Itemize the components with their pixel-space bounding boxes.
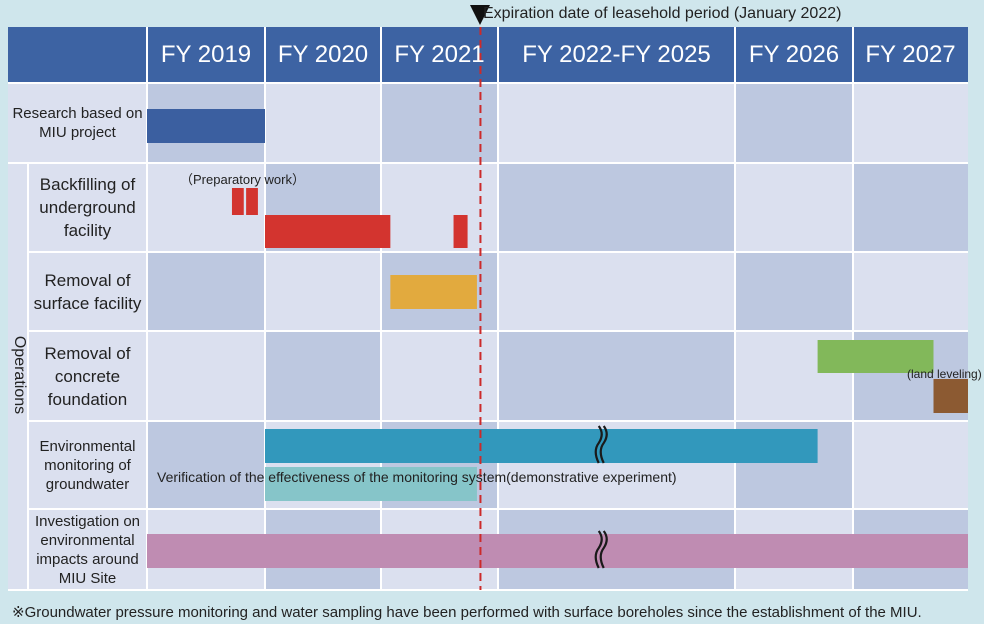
gantt-bar <box>265 467 477 501</box>
grid-cell <box>498 163 735 252</box>
gantt-bar <box>147 534 968 568</box>
group-strip <box>8 163 28 590</box>
grid-cell <box>147 163 265 252</box>
preparatory-work-note: （Preparatory work） <box>180 172 305 187</box>
period-label: FY 2022-FY 2025 <box>522 40 711 68</box>
grid-cell <box>381 163 498 252</box>
grid-cell <box>147 421 265 509</box>
period-label: FY 2026 <box>748 40 840 68</box>
grid-cell <box>147 331 265 421</box>
row-label: Backfilling of underground facility <box>39 175 136 240</box>
period-label: FY 2021 <box>394 40 485 68</box>
row-label: Investigation on environmental impacts a… <box>34 512 141 587</box>
grid-cell <box>265 83 381 163</box>
gantt-bar <box>817 340 934 373</box>
gantt-bar <box>453 215 468 248</box>
axis-break-mark <box>594 530 603 569</box>
grid-cell <box>265 252 381 331</box>
axis-break-mark <box>599 530 608 569</box>
grid-cell <box>853 163 968 252</box>
grid-cell <box>853 421 968 509</box>
group-label: Operations <box>11 335 28 415</box>
row-label: Research based on MIU project <box>12 105 143 141</box>
grid-cell <box>735 163 853 252</box>
gantt-bar <box>231 188 244 215</box>
gantt-bar <box>265 429 818 463</box>
grid-cell <box>381 83 498 163</box>
period-label: FY 2020 <box>277 40 369 68</box>
axis-break-mark <box>594 425 603 464</box>
gantt-bar <box>390 275 477 309</box>
grid-cell <box>147 252 265 331</box>
gantt-bar <box>933 379 968 413</box>
axis-break-mark <box>599 425 608 464</box>
gantt-bar <box>246 188 258 215</box>
land-leveling-note: (land leveling) <box>907 367 982 381</box>
marker-triangle-icon <box>470 5 491 25</box>
grid-cell <box>853 83 968 163</box>
period-label: FY 2027 <box>865 40 956 68</box>
footnote: ※Groundwater pressure monitoring and wat… <box>12 604 922 621</box>
grid-cell <box>381 331 498 421</box>
marker-label: Expiration date of leasehold period (Jan… <box>483 5 842 22</box>
period-label: FY 2019 <box>160 40 252 68</box>
row-label: Removal of surface facility <box>33 270 142 313</box>
grid-cell <box>498 83 735 163</box>
row-label: Environmental monitoring of groundwater <box>39 437 136 493</box>
row-label: Removal of concrete foundation <box>44 343 131 409</box>
grid-cell <box>735 83 853 163</box>
grid-cell <box>265 331 381 421</box>
verification-note: Verification of the effectiveness of the… <box>157 469 677 485</box>
gantt-bar <box>147 109 265 143</box>
grid-cell <box>498 331 735 421</box>
grid-cell <box>498 252 735 331</box>
header-band <box>8 27 968 82</box>
grid-cell <box>735 252 853 331</box>
gantt-bar <box>265 215 391 248</box>
grid-cell <box>853 252 968 331</box>
